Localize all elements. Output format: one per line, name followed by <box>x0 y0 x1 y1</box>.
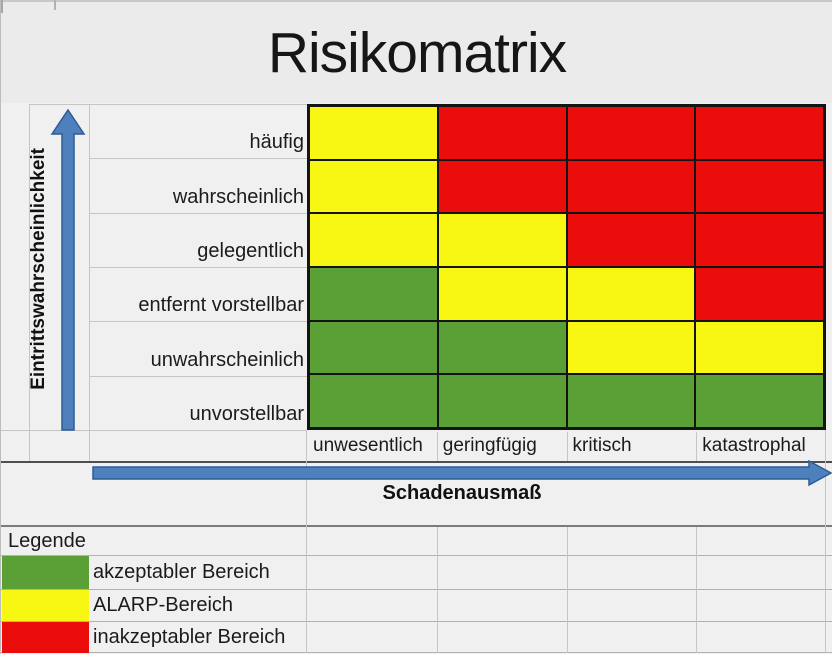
title-band: Risikomatrix <box>1 2 832 103</box>
matrix-cell <box>566 159 696 214</box>
row-label: wahrscheinlich <box>172 185 304 208</box>
matrix-cell <box>566 106 696 160</box>
y-axis-label-area: Eintrittswahrscheinlichkeit <box>25 104 53 434</box>
sheet-top-border <box>1 0 832 2</box>
matrix-cell <box>566 213 696 267</box>
grid-tick <box>54 0 56 10</box>
matrix-cell <box>437 159 567 214</box>
legend-label: inakzeptabler Bereich <box>93 626 286 648</box>
grid-tick <box>1 0 3 13</box>
matrix-cell <box>437 320 567 375</box>
legend-swatch-green <box>2 556 89 589</box>
x-axis-label: Schadenausmaß <box>382 482 542 504</box>
legend-label: akzeptabler Bereich <box>93 561 270 583</box>
matrix-cell <box>437 374 567 428</box>
matrix-cell <box>566 374 696 428</box>
legend-swatch-red <box>2 622 89 653</box>
matrix-cell <box>309 267 438 321</box>
legend-swatch-yellow <box>2 590 89 621</box>
matrix-cell <box>566 320 696 375</box>
row-label: unwahrscheinlich <box>150 348 304 371</box>
y-axis-arrow-icon <box>50 108 86 431</box>
matrix-cell <box>437 267 567 321</box>
legend-header: Legende <box>8 529 86 552</box>
matrix-cell <box>309 320 438 375</box>
legend-label: ALARP-Bereich <box>93 594 234 616</box>
row-label: gelegentlich <box>197 239 304 262</box>
risk-matrix-grid <box>307 104 826 430</box>
matrix-cell <box>695 320 824 375</box>
matrix-cell <box>566 267 696 321</box>
matrix-cell <box>695 213 824 267</box>
matrix-cell <box>309 213 438 267</box>
page-title: Risikomatrix <box>267 20 567 85</box>
column-label: geringfügig <box>442 435 537 456</box>
matrix-cell <box>437 213 567 267</box>
x-axis-arrow-icon <box>92 459 832 487</box>
column-label: katastrophal <box>702 435 806 456</box>
column-label: unwesentlich <box>313 435 423 456</box>
row-label: häufig <box>249 131 305 154</box>
matrix-cell <box>695 267 824 321</box>
column-label: kritisch <box>572 435 632 456</box>
matrix-cell <box>695 374 824 428</box>
matrix-cell <box>309 106 438 160</box>
row-label: unvorstellbar <box>189 402 304 425</box>
matrix-row-labels: häufig wahrscheinlich gelegentlich entfernt… <box>91 104 304 430</box>
y-axis-label: Eintrittswahrscheinlichkeit <box>28 148 49 390</box>
matrix-cell <box>695 106 824 160</box>
matrix-cell <box>309 374 438 428</box>
row-label: entfernt vorstellbar <box>138 294 304 317</box>
matrix-cell <box>437 106 567 160</box>
matrix-column-labels: unwesentlich geringfügig kritisch katastrop… <box>307 431 826 461</box>
matrix-cell <box>309 159 438 214</box>
matrix-cell <box>695 159 824 214</box>
